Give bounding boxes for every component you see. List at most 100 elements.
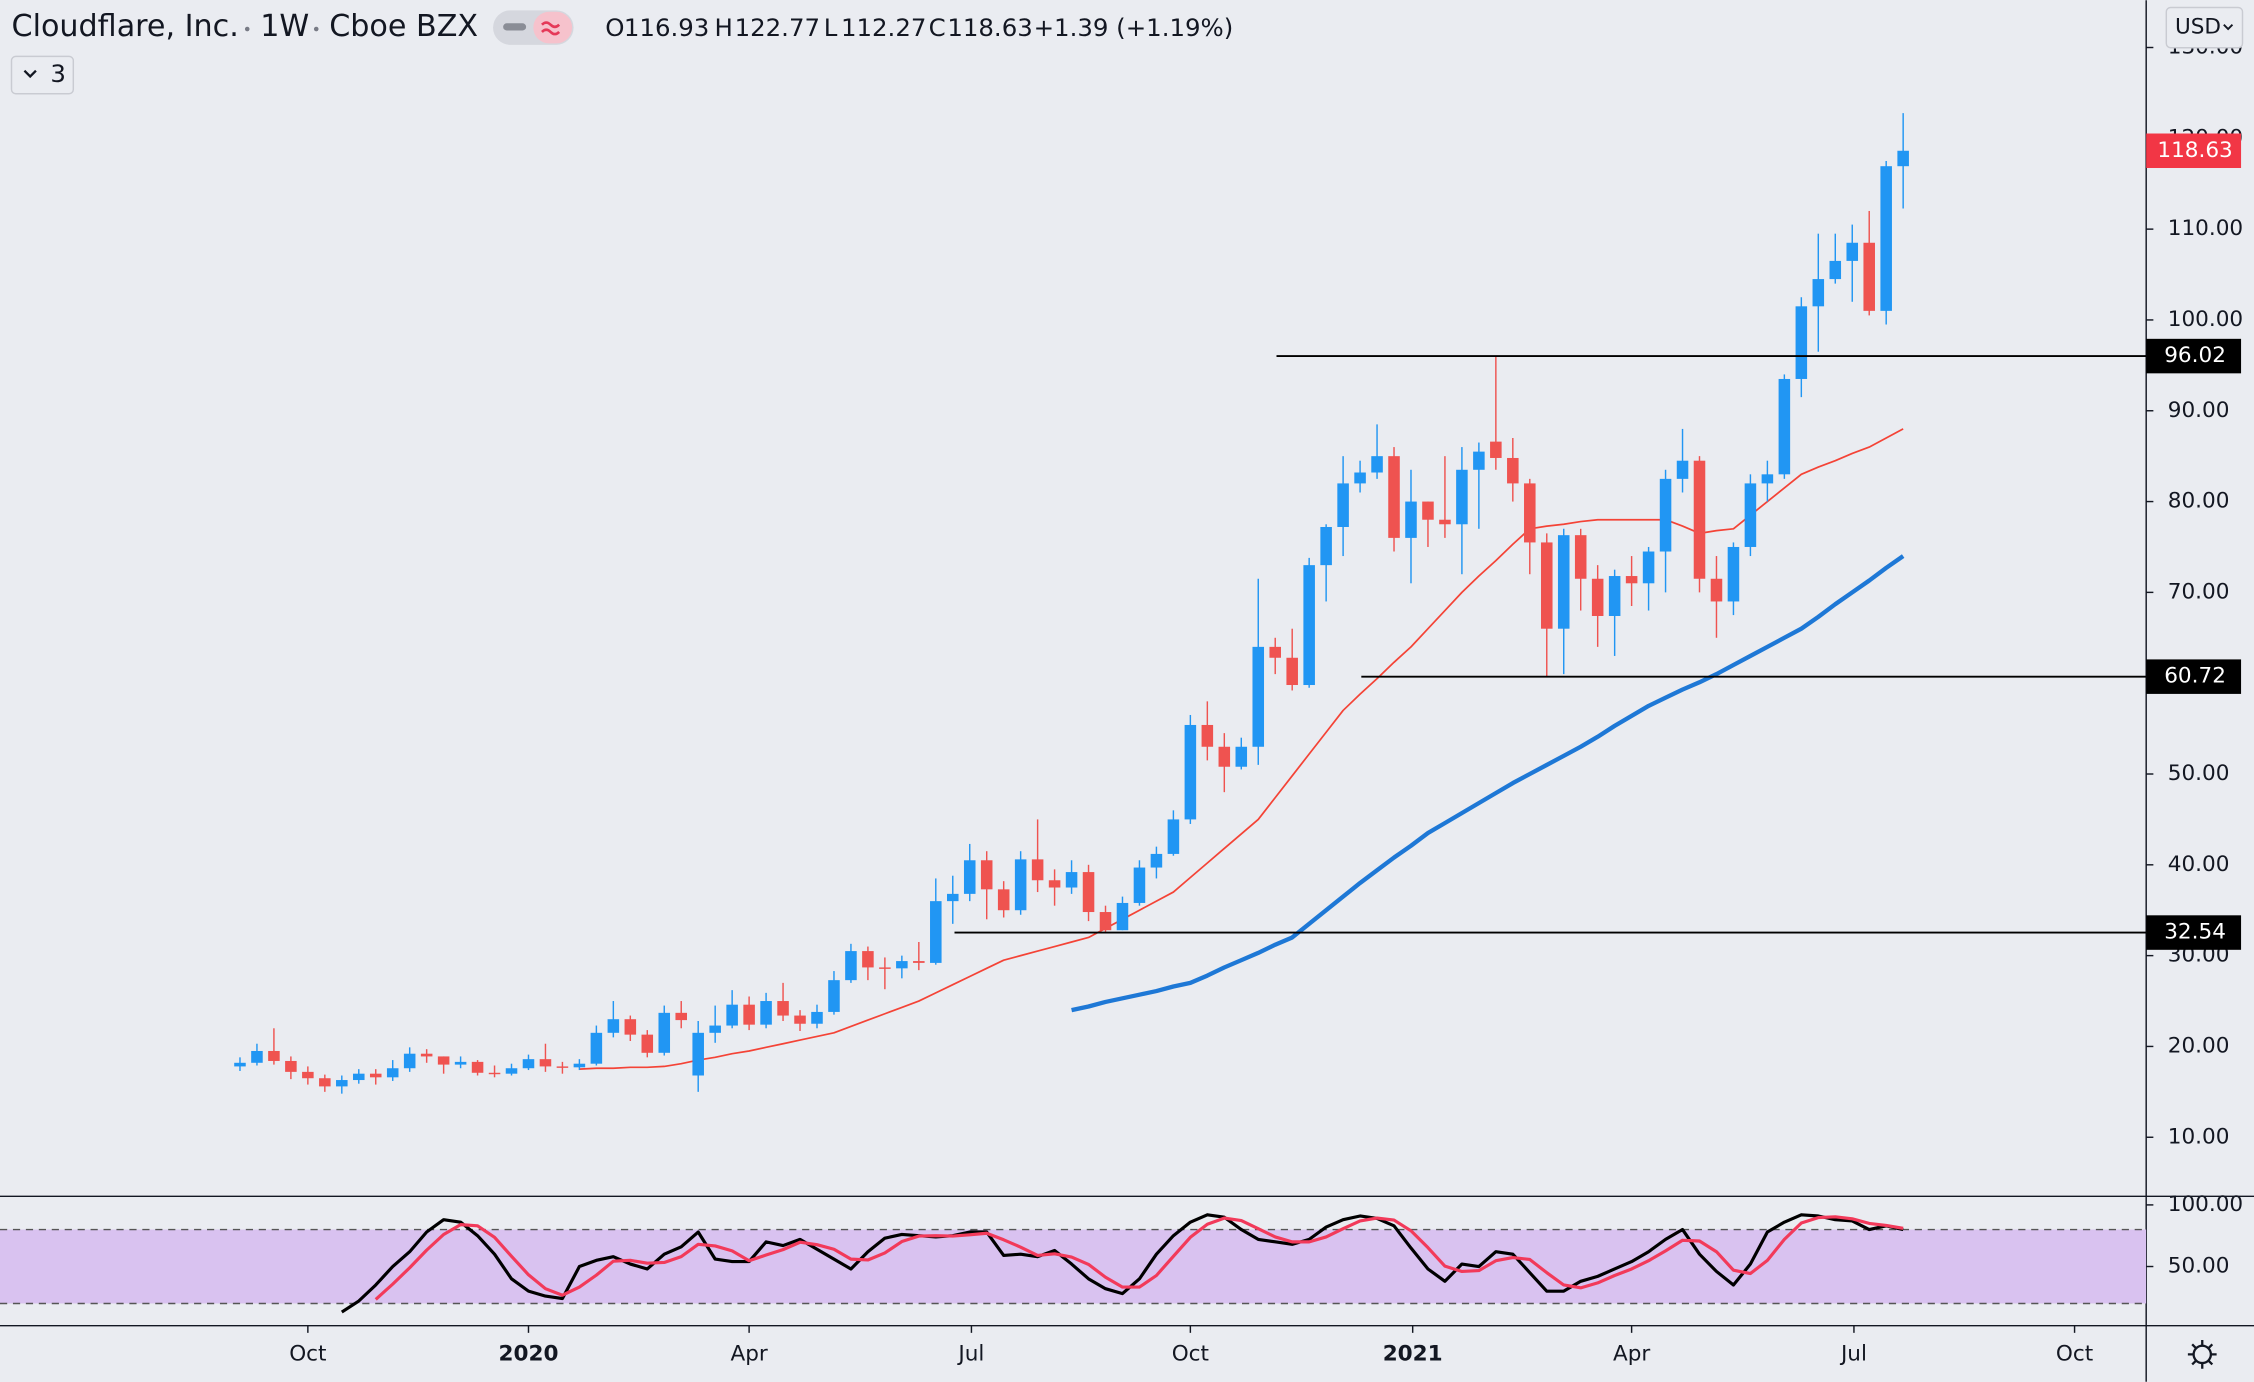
x-tick-label: 2021	[1383, 1341, 1443, 1366]
level-label: 96.02	[2164, 343, 2226, 368]
candle-body	[1897, 150, 1909, 167]
last-price-label: 118.63	[2157, 138, 2232, 163]
candle-body	[1795, 306, 1808, 379]
x-tick-label: Oct	[1172, 1341, 1209, 1366]
candle-body	[845, 951, 857, 981]
candle-body	[268, 1050, 280, 1061]
header: Cloudflare, Inc. 1W Cboe BZX 3 USD O 116.…	[10, 6, 2244, 1369]
y-tick-label: 10.00	[2168, 1124, 2230, 1149]
candle-body	[1473, 451, 1485, 470]
candle-body	[1456, 469, 1468, 525]
candle-body	[1150, 853, 1163, 868]
candle-body	[1642, 551, 1655, 584]
moving-average	[1071, 554, 1905, 1013]
candle-body	[1354, 472, 1366, 484]
candle-body	[1303, 565, 1315, 686]
interval: 1W	[260, 9, 309, 44]
x-tick-label: Jul	[1839, 1341, 1867, 1366]
quote-value: 122.77	[735, 13, 820, 42]
candle-body	[1422, 501, 1434, 520]
candle-body	[403, 1053, 416, 1069]
candle-body	[369, 1073, 382, 1078]
wave-icon	[541, 21, 561, 36]
candle-body	[1167, 819, 1180, 854]
separator	[313, 26, 319, 32]
separator	[244, 26, 250, 32]
x-tick-label: Oct	[289, 1341, 326, 1366]
candle-body	[1235, 746, 1248, 767]
candle-body	[1439, 519, 1451, 525]
x-tick-label: Apr	[1613, 1341, 1650, 1366]
quote-label: C	[929, 13, 946, 42]
candle-body	[913, 961, 925, 963]
quote-label: H	[714, 13, 732, 42]
candle-body	[862, 951, 874, 968]
indicator-toggle[interactable]	[10, 55, 75, 95]
candle-body	[879, 967, 891, 969]
quote-value: 118.63	[947, 13, 1032, 42]
candle-body	[1337, 483, 1349, 527]
gear-teeth	[2187, 1340, 2217, 1369]
candle-body	[488, 1072, 501, 1075]
candle-body	[726, 1004, 738, 1026]
axes: 10.0020.0030.0040.0050.0060.0070.0080.00…	[289, 35, 2243, 1367]
quote-value: 116.93	[624, 13, 709, 42]
candle-body	[811, 1011, 823, 1024]
candle-body	[420, 1053, 433, 1057]
candle-body	[1540, 542, 1553, 629]
candle-body	[1863, 242, 1875, 311]
candle-body	[1591, 578, 1604, 616]
candle-body	[1846, 242, 1859, 261]
stoch-tick-label: 50.00	[2168, 1254, 2230, 1279]
candle-body	[1082, 872, 1095, 913]
candle-body	[1880, 166, 1892, 311]
candle-body	[963, 860, 976, 894]
level-tag	[2146, 338, 2242, 374]
candle-body	[794, 1015, 806, 1024]
y-tick-label: 90.00	[2168, 398, 2230, 423]
candle-body	[353, 1073, 365, 1081]
candle-body	[1625, 576, 1638, 584]
candle-body	[573, 1063, 586, 1068]
x-tick-label: Apr	[730, 1341, 767, 1366]
stoch-tick-label: 100.00	[2168, 1192, 2243, 1217]
settings-icon[interactable]	[2187, 1340, 2217, 1369]
y-tick-label: 80.00	[2168, 489, 2230, 514]
candle-body	[1829, 260, 1842, 280]
exchange: Cboe BZX	[329, 9, 478, 44]
quote-label: O	[605, 13, 624, 42]
candle-body	[743, 1004, 755, 1025]
candle-body	[234, 1062, 246, 1067]
candle-body	[556, 1066, 569, 1068]
quote-label: L	[824, 13, 838, 42]
candle-body	[1269, 646, 1281, 658]
candle-body	[930, 901, 942, 963]
candle-body	[1744, 483, 1757, 547]
candle-body	[285, 1060, 297, 1072]
level-label: 60.72	[2164, 664, 2226, 689]
chevron	[23, 69, 37, 79]
candle-body	[539, 1059, 552, 1067]
candle-body	[1133, 867, 1146, 903]
x-tick-label: Oct	[2056, 1341, 2093, 1366]
candle-body	[1727, 546, 1740, 602]
candle-body	[1065, 872, 1078, 888]
y-tick-label: 50.00	[2168, 761, 2230, 786]
stochastic-k	[340, 1213, 1904, 1314]
candle-body	[454, 1061, 467, 1065]
last-price-tag	[2146, 133, 2242, 169]
candle-body	[1031, 859, 1044, 881]
currency-button[interactable]	[2165, 6, 2244, 49]
candle-body	[946, 893, 959, 902]
chevron	[2223, 24, 2234, 31]
y-tick-label: 20.00	[2168, 1033, 2230, 1058]
candle-body	[1286, 657, 1298, 686]
candle-body	[1405, 501, 1417, 538]
symbol-title: Cloudflare, Inc.	[12, 9, 239, 44]
x-tick-label: 2020	[498, 1341, 558, 1366]
candle-body	[1252, 646, 1265, 747]
candle-body	[590, 1032, 603, 1064]
candle-body	[505, 1068, 518, 1074]
